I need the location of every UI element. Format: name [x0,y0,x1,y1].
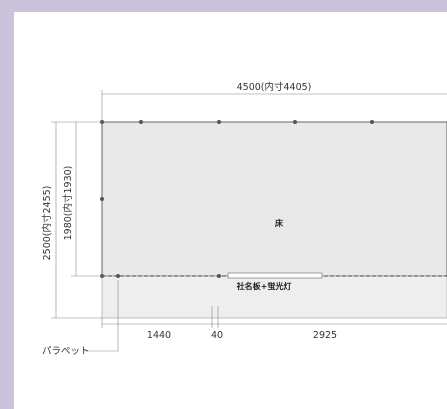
bottom-dimension: 1440 40 2925 [101,306,447,341]
top-node-4 [293,120,297,124]
bottom-segment-1: 1440 [147,330,171,341]
floor-area [101,121,447,277]
top-node-5 [370,120,374,124]
parapet-leader-line [84,280,119,352]
sign-label: 社名板+蛍光灯 [236,281,292,291]
bottom-segment-2: 40 [211,330,223,341]
bottom-node-3 [217,274,221,278]
floor-plan-drawing: 4500(内寸4405) 床 社名板+蛍光灯 2500(内寸2455) [41,81,447,357]
parapet-band [101,275,447,319]
floor-label: 床 [275,218,284,228]
top-dimension: 4500(内寸4405) [101,81,447,122]
bottom-node-2 [116,274,120,278]
drawing-frame: 4500(内寸4405) 床 社名板+蛍光灯 2500(内寸2455) [14,12,447,409]
outer-height-dimension: 2500(内寸2455) [41,121,102,319]
parapet-leader: パラペット [42,280,119,357]
outer-height-label: 2500(内寸2455) [41,186,53,261]
inner-height-dimension: 1980(内寸1930) [62,122,102,277]
top-dimension-label: 4500(内寸4405) [237,81,312,93]
inner-height-label: 1980(内寸1930) [62,166,74,241]
left-node [100,197,104,201]
bottom-segment-3: 2925 [313,330,337,341]
top-node-3 [217,120,221,124]
top-node-2 [139,120,143,124]
sign-panel [227,272,323,279]
parapet-label: パラペット [42,346,90,357]
